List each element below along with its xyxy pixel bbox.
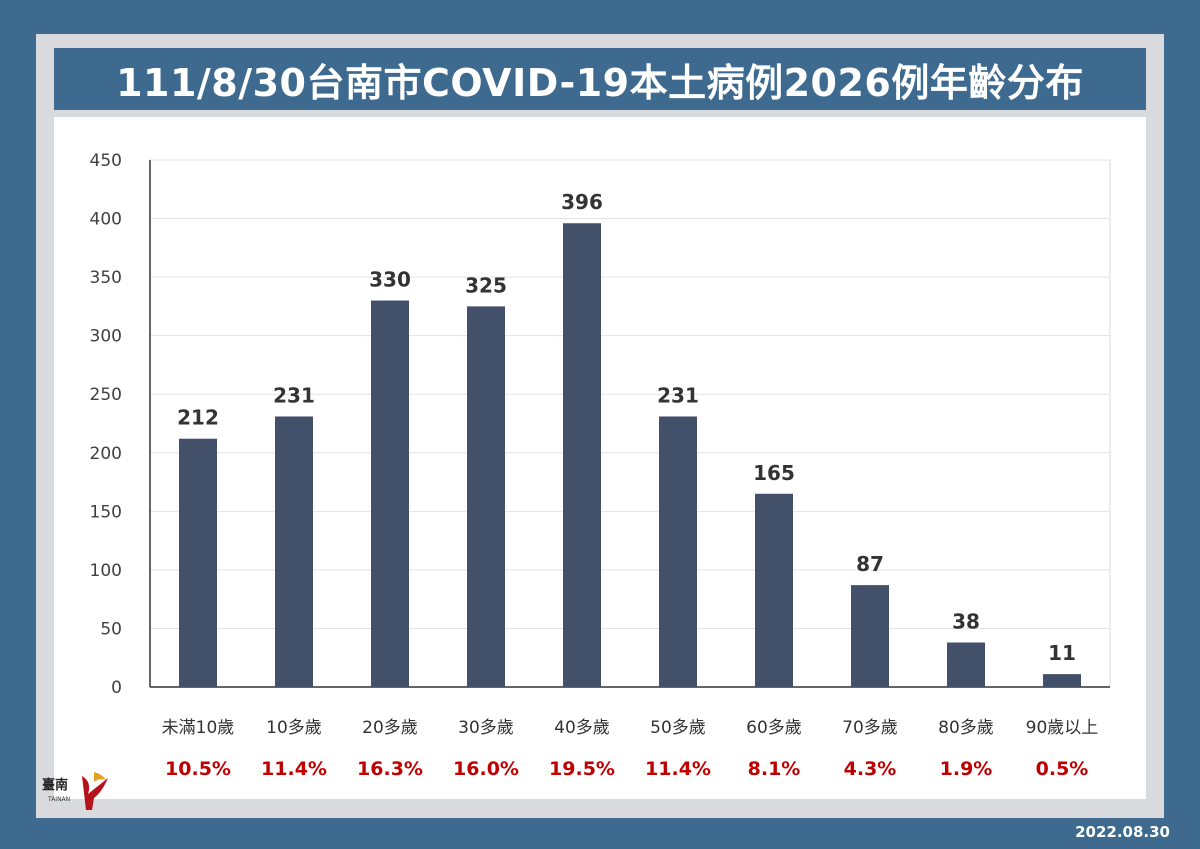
x-tick-label: 50多歲 bbox=[650, 718, 706, 738]
percentage-label: 4.3% bbox=[844, 758, 897, 780]
y-tick-label: 350 bbox=[90, 268, 122, 288]
x-tick-label: 90歲以上 bbox=[1026, 718, 1099, 738]
data-label: 87 bbox=[856, 552, 884, 576]
x-tick-label: 80多歲 bbox=[938, 718, 994, 738]
y-tick-label: 300 bbox=[90, 327, 122, 347]
bar bbox=[1043, 674, 1081, 687]
percentage-label: 10.5% bbox=[165, 758, 231, 780]
x-tick-label: 10多歲 bbox=[266, 718, 322, 738]
x-tick-label: 30多歲 bbox=[458, 718, 514, 738]
y-tick-label: 150 bbox=[90, 502, 122, 522]
bar bbox=[947, 642, 985, 687]
logo-subtext: TAINAN bbox=[48, 796, 71, 803]
y-tick-label: 100 bbox=[90, 561, 122, 581]
percentage-label: 11.4% bbox=[645, 758, 711, 780]
x-tick-label: 20多歲 bbox=[362, 718, 418, 738]
data-label: 231 bbox=[273, 383, 315, 407]
percentage-label: 16.3% bbox=[357, 758, 423, 780]
data-label: 396 bbox=[561, 190, 603, 214]
bar bbox=[467, 306, 505, 687]
percentage-label: 16.0% bbox=[453, 758, 519, 780]
data-label: 38 bbox=[952, 609, 980, 633]
y-tick-label: 200 bbox=[90, 444, 122, 464]
data-label: 325 bbox=[465, 273, 507, 297]
bar bbox=[851, 585, 889, 687]
logo-emblem-icon bbox=[82, 772, 108, 810]
y-tick-label: 450 bbox=[90, 151, 122, 171]
percentage-label: 8.1% bbox=[748, 758, 801, 780]
bar bbox=[755, 493, 793, 687]
data-label: 231 bbox=[657, 383, 699, 407]
title-bar: 111/8/30台南市COVID-19本土病例2026例年齡分布 bbox=[54, 48, 1146, 110]
x-tick-label: 70多歲 bbox=[842, 718, 898, 738]
percentage-label: 19.5% bbox=[549, 758, 615, 780]
x-tick-label: 未滿10歲 bbox=[162, 718, 235, 738]
x-tick-label: 40多歲 bbox=[554, 718, 610, 738]
percentage-label: 0.5% bbox=[1036, 758, 1089, 780]
bar bbox=[659, 416, 697, 687]
bar bbox=[275, 416, 313, 687]
y-tick-label: 400 bbox=[90, 210, 122, 230]
data-label: 165 bbox=[753, 461, 795, 485]
chart-title: 111/8/30台南市COVID-19本土病例2026例年齡分布 bbox=[116, 60, 1084, 105]
footer-date: 2022.08.30 bbox=[1075, 823, 1170, 841]
percentage-label: 1.9% bbox=[940, 758, 993, 780]
percentage-label: 11.4% bbox=[261, 758, 327, 780]
x-tick-label: 60多歲 bbox=[746, 718, 802, 738]
tainan-logo: 臺南 TAINAN bbox=[42, 768, 114, 812]
y-tick-label: 50 bbox=[100, 619, 122, 639]
bar bbox=[371, 300, 409, 687]
logo-text: 臺南 bbox=[42, 778, 69, 793]
data-label: 212 bbox=[177, 406, 219, 430]
bar bbox=[563, 223, 601, 688]
y-tick-label: 0 bbox=[111, 678, 122, 698]
bar bbox=[179, 438, 217, 687]
data-label: 330 bbox=[369, 268, 411, 292]
y-tick-label: 250 bbox=[90, 385, 122, 405]
data-label: 11 bbox=[1048, 641, 1076, 665]
